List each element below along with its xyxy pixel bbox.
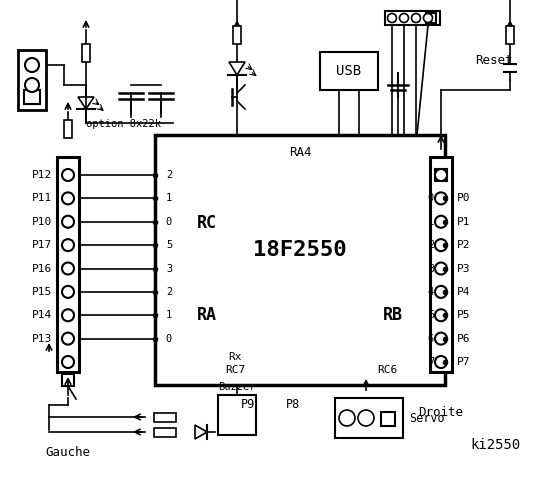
Circle shape bbox=[339, 410, 355, 426]
Text: 3: 3 bbox=[428, 264, 434, 274]
Text: RC: RC bbox=[197, 214, 217, 231]
Text: ki2550: ki2550 bbox=[470, 438, 520, 452]
Circle shape bbox=[388, 13, 397, 23]
Bar bbox=[430, 157, 452, 372]
Text: P2: P2 bbox=[457, 240, 471, 250]
Bar bbox=[385, 11, 440, 25]
Text: P13: P13 bbox=[32, 334, 52, 344]
Circle shape bbox=[62, 333, 74, 345]
Text: 4: 4 bbox=[428, 287, 434, 297]
Bar bbox=[154, 428, 176, 436]
Circle shape bbox=[435, 169, 447, 181]
Bar bbox=[218, 395, 256, 435]
Bar bbox=[24, 90, 40, 104]
Text: RB: RB bbox=[383, 306, 403, 324]
Bar bbox=[57, 157, 79, 372]
Text: P7: P7 bbox=[457, 357, 471, 367]
Circle shape bbox=[435, 309, 447, 321]
Text: RA4: RA4 bbox=[289, 146, 311, 159]
Text: RC6: RC6 bbox=[377, 365, 397, 375]
Text: P9: P9 bbox=[241, 398, 255, 411]
Text: 1: 1 bbox=[166, 193, 172, 204]
Circle shape bbox=[435, 192, 447, 204]
Text: 0: 0 bbox=[166, 217, 172, 227]
Bar bbox=[233, 26, 241, 44]
Bar bbox=[62, 374, 74, 386]
Text: P1: P1 bbox=[457, 217, 471, 227]
Bar bbox=[320, 52, 378, 90]
Text: 18F2550: 18F2550 bbox=[253, 240, 347, 260]
Text: Reset: Reset bbox=[475, 53, 513, 67]
Circle shape bbox=[435, 263, 447, 275]
Text: P10: P10 bbox=[32, 217, 52, 227]
Circle shape bbox=[411, 13, 420, 23]
Text: Droite: Droite bbox=[419, 406, 463, 419]
Text: P12: P12 bbox=[32, 170, 52, 180]
Text: RC7: RC7 bbox=[225, 365, 245, 375]
Text: P0: P0 bbox=[457, 193, 471, 204]
Text: P16: P16 bbox=[32, 264, 52, 274]
Bar bbox=[64, 120, 72, 138]
Text: P11: P11 bbox=[32, 193, 52, 204]
Bar bbox=[435, 169, 447, 181]
Circle shape bbox=[62, 356, 74, 368]
Circle shape bbox=[62, 286, 74, 298]
Text: 0: 0 bbox=[428, 193, 434, 204]
Text: P14: P14 bbox=[32, 310, 52, 320]
Circle shape bbox=[435, 239, 447, 251]
Text: P3: P3 bbox=[457, 264, 471, 274]
Text: USB: USB bbox=[336, 64, 362, 78]
Bar bbox=[82, 44, 90, 62]
Text: Servo: Servo bbox=[409, 411, 445, 424]
Text: 2: 2 bbox=[166, 170, 172, 180]
Bar bbox=[335, 398, 403, 438]
Circle shape bbox=[25, 58, 39, 72]
Text: Gauche: Gauche bbox=[45, 445, 91, 458]
Text: 6: 6 bbox=[428, 334, 434, 344]
Circle shape bbox=[62, 239, 74, 251]
Text: 2: 2 bbox=[166, 287, 172, 297]
Circle shape bbox=[25, 78, 39, 92]
Circle shape bbox=[399, 13, 409, 23]
Circle shape bbox=[435, 333, 447, 345]
Bar bbox=[381, 412, 395, 426]
Circle shape bbox=[435, 216, 447, 228]
Text: Buzzer: Buzzer bbox=[218, 382, 255, 392]
Text: option 8x22k: option 8x22k bbox=[86, 119, 161, 129]
Circle shape bbox=[62, 192, 74, 204]
Circle shape bbox=[435, 286, 447, 298]
Text: P4: P4 bbox=[457, 287, 471, 297]
Text: 5: 5 bbox=[166, 240, 172, 250]
Text: P15: P15 bbox=[32, 287, 52, 297]
Circle shape bbox=[62, 309, 74, 321]
Text: 1: 1 bbox=[166, 310, 172, 320]
Text: P17: P17 bbox=[32, 240, 52, 250]
Text: 3: 3 bbox=[166, 264, 172, 274]
Text: 5: 5 bbox=[428, 310, 434, 320]
Text: 0: 0 bbox=[166, 334, 172, 344]
Text: P5: P5 bbox=[457, 310, 471, 320]
Bar bbox=[18, 50, 46, 110]
Text: 2: 2 bbox=[428, 240, 434, 250]
Text: 1: 1 bbox=[428, 217, 434, 227]
Circle shape bbox=[62, 263, 74, 275]
Circle shape bbox=[358, 410, 374, 426]
Text: P8: P8 bbox=[286, 398, 300, 411]
Circle shape bbox=[62, 216, 74, 228]
Text: 7: 7 bbox=[428, 357, 434, 367]
Circle shape bbox=[424, 13, 432, 23]
Circle shape bbox=[435, 356, 447, 368]
Bar bbox=[154, 412, 176, 421]
Text: RA: RA bbox=[197, 306, 217, 324]
Text: P6: P6 bbox=[457, 334, 471, 344]
Bar bbox=[506, 26, 514, 44]
Circle shape bbox=[62, 169, 74, 181]
Bar bbox=[426, 13, 436, 23]
Bar bbox=[155, 135, 445, 385]
Text: Rx: Rx bbox=[228, 352, 242, 362]
